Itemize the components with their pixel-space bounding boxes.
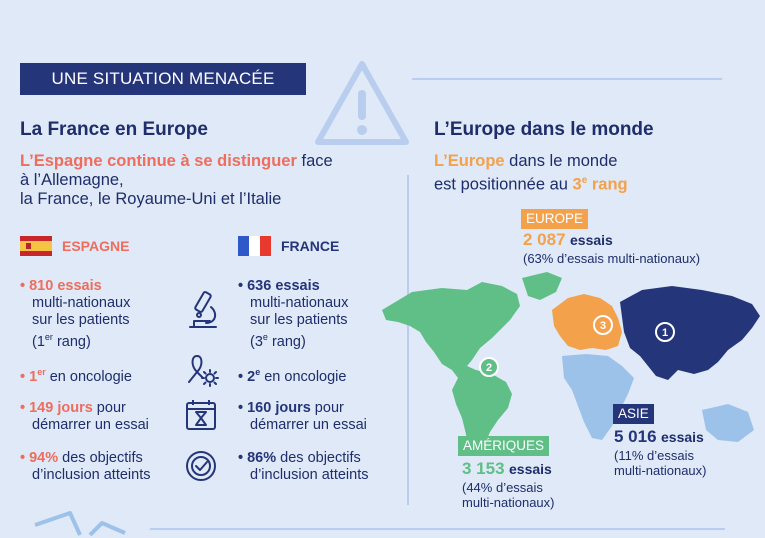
lead-rest-1: face à l’Allemagne, bbox=[20, 152, 333, 189]
lead-highlight: L’Espagne continue à se distinguer bbox=[20, 152, 297, 170]
americas-rank: 2 bbox=[486, 362, 492, 374]
lead-rest-2: la France, le Royaume-Uni et l’Italie bbox=[20, 190, 282, 208]
right-lead: L’Europe dans le monde est positionnée a… bbox=[434, 152, 628, 194]
americas-note: (44% d’essais multi-nationaux) bbox=[462, 480, 555, 510]
americas-count: 3 153 essais bbox=[462, 459, 552, 478]
world-map: 2 3 1 bbox=[382, 272, 760, 456]
americas-tag: AMÉRIQUES bbox=[458, 436, 550, 456]
spain-stat-oncology: • 1er en oncologie bbox=[20, 367, 132, 385]
africa-region bbox=[562, 354, 634, 440]
americas-rank-marker bbox=[479, 357, 499, 377]
vertical-divider bbox=[407, 175, 409, 505]
france-flag-icon bbox=[238, 236, 271, 256]
europe-tag: EUROPE bbox=[521, 209, 589, 229]
greenland-region bbox=[522, 272, 562, 300]
france-stat-trials: • 636 essais multi-nationaux sur les pat… bbox=[238, 278, 349, 350]
target-check-icon bbox=[186, 451, 216, 481]
spain-stat-inclusion: • 94% des objectifs d’inclusion atteints bbox=[20, 450, 151, 483]
spain-flag-icon bbox=[20, 236, 52, 256]
microscope-icon bbox=[189, 291, 217, 328]
left-lead: L’Espagne continue à se distinguer face … bbox=[20, 152, 340, 209]
spain-stat-trials: • 810 essais multi-nationaux sur les pat… bbox=[20, 278, 131, 350]
europe-rank-marker bbox=[593, 315, 613, 335]
left-title: La France en Europe bbox=[20, 119, 208, 140]
calendar-hourglass-icon bbox=[186, 400, 216, 430]
france-label: FRANCE bbox=[281, 238, 340, 254]
warning-icon bbox=[315, 61, 409, 145]
spain-stat-days: • 149 jours pour démarrer un essai bbox=[20, 400, 149, 433]
americas-region bbox=[382, 282, 520, 456]
france-stat-days: • 160 jours pour démarrer un essai bbox=[238, 400, 367, 433]
france-header: FRANCE bbox=[238, 236, 339, 256]
europe-rank: 3 bbox=[600, 320, 606, 332]
spain-label: ESPAGNE bbox=[62, 238, 130, 254]
europe-count: 2 087 essais bbox=[523, 230, 613, 249]
right-title: L’Europe dans le monde bbox=[434, 119, 654, 140]
bottom-divider bbox=[150, 528, 725, 530]
top-divider bbox=[412, 78, 722, 80]
europe-note: (63% d’essais multi-nationaux) bbox=[523, 251, 701, 266]
france-stat-inclusion: • 86% des objectifs d’inclusion atteints bbox=[238, 450, 369, 483]
asia-tag: ASIE bbox=[613, 404, 654, 424]
decorative-sketch-icon bbox=[34, 511, 126, 537]
asia-count: 5 016 essais bbox=[614, 427, 704, 446]
spain-header: ESPAGNE bbox=[20, 236, 129, 256]
asia-rank-marker bbox=[655, 322, 675, 342]
ribbon-gear-icon bbox=[188, 355, 219, 387]
section-banner: UNE SITUATION MENACÉE bbox=[20, 63, 306, 95]
oceania-region bbox=[702, 404, 754, 442]
europe-region bbox=[552, 294, 622, 350]
asia-rank: 1 bbox=[662, 327, 668, 339]
france-stat-oncology: • 2e en oncologie bbox=[238, 367, 347, 385]
asia-note: (11% d’essais multi-nationaux) bbox=[614, 448, 707, 478]
asia-region bbox=[620, 286, 760, 380]
